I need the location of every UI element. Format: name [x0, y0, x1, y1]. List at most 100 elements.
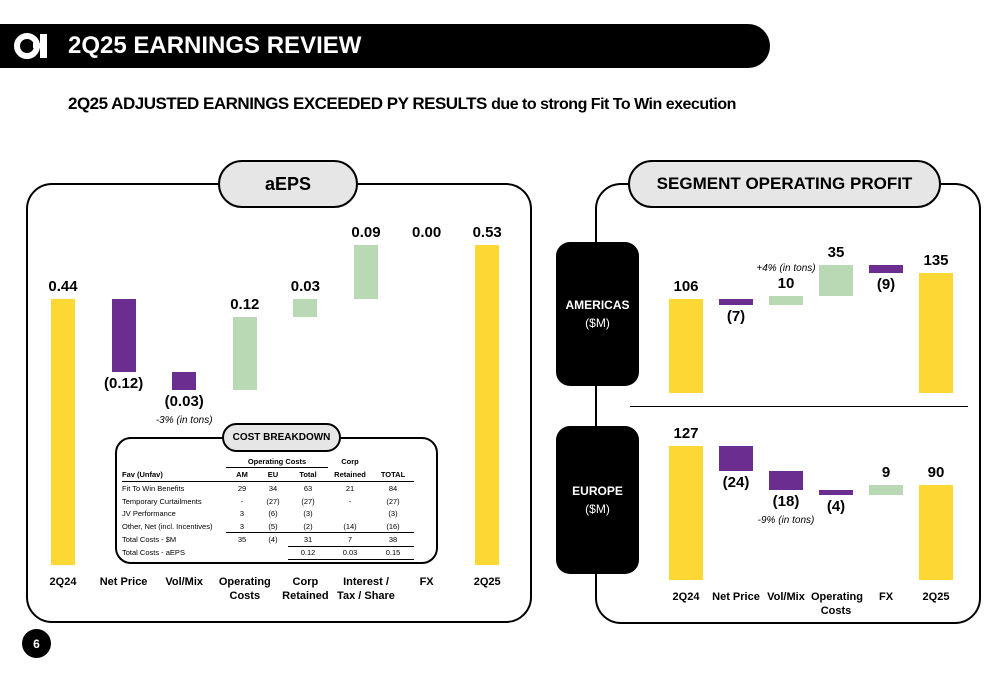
- value-label: 0.00: [411, 224, 442, 241]
- header-row: Fav (Unfav) AM EU Total Retained TOTAL: [122, 467, 414, 482]
- value-label: 135: [923, 252, 949, 269]
- bar: [232, 317, 257, 390]
- value-label: (9): [876, 276, 896, 293]
- table-cell: 34: [268, 484, 278, 494]
- table-cell: (4): [258, 532, 288, 547]
- headline-emphasis: 2Q25 ADJUSTED EARNINGS EXCEEDED PY RESUL…: [68, 94, 487, 113]
- table-cell: (6): [268, 509, 278, 519]
- value-label: 0.53: [472, 224, 502, 241]
- table-cell: 7: [328, 532, 372, 547]
- value-label: 127: [673, 425, 699, 442]
- x-tick-label: FX: [419, 576, 434, 588]
- annotation: +4% (in tons): [756, 263, 816, 275]
- x-tick-label: Corp Retained: [282, 576, 329, 602]
- table-cell: (3): [303, 509, 313, 519]
- column-header: Total: [288, 467, 328, 482]
- row-label: Total Costs - aEPS: [122, 548, 185, 558]
- bar: [354, 245, 378, 300]
- value-label: 106: [673, 277, 699, 295]
- cost-breakdown-title: COST BREAKDOWN: [222, 423, 341, 452]
- group-header: Operating Costs: [226, 455, 328, 469]
- table-cell: 29: [237, 484, 247, 494]
- table-cell: 0.15: [372, 545, 414, 561]
- table-row: Other, Net (incl. Incentives) 3 (5) (2) (14)…: [122, 520, 414, 533]
- x-tick-label: Vol/Mix: [767, 591, 805, 603]
- table-cell: [328, 508, 372, 520]
- table-cell: [258, 546, 288, 559]
- table-cell: 3: [239, 509, 245, 519]
- bar: [293, 299, 318, 318]
- header-title: 2Q25 EARNINGS REVIEW: [68, 32, 362, 59]
- x-tick-label: FX: [878, 591, 894, 603]
- value-label: (24): [722, 474, 750, 492]
- table-cell: 84: [388, 484, 398, 494]
- table-cell: (27): [266, 496, 280, 506]
- table-row: Total Costs - aEPS 0.12 0.03 0.15: [122, 545, 414, 561]
- table-row: Fit To Win Benefits 29 34 63 21 84: [122, 481, 414, 495]
- segment-name: EUROPE: [572, 484, 623, 498]
- segment-name: AMERICAS: [565, 298, 630, 312]
- value-label: 0.44: [48, 278, 78, 296]
- bar: [819, 490, 853, 495]
- segment-label: AMERICAS ($M): [556, 242, 639, 386]
- x-tick-label: Net Price: [99, 576, 148, 588]
- bar: [919, 485, 953, 580]
- x-tick-label: Interest / Tax / Share: [337, 576, 395, 602]
- x-tick-label: 2Q24: [49, 576, 77, 588]
- bar: [919, 273, 953, 393]
- column-header: Fav (Unfav): [122, 467, 226, 482]
- x-tick-label: Operating Costs: [218, 576, 271, 602]
- page-number: 6: [22, 629, 51, 658]
- x-tick-label: Vol/Mix: [165, 576, 204, 588]
- value-label: 0.12: [230, 296, 260, 314]
- row-label: Fit To Win Benefits: [122, 483, 185, 493]
- x-tick-label: Net Price: [712, 591, 760, 603]
- row-label: Other, Net (incl. Incentives): [122, 521, 213, 531]
- table-row: Total Costs - $M 35 (4) 31 7 38: [122, 532, 414, 547]
- table-row: Temporary Curtailments - (27) (27) - (27): [122, 495, 414, 507]
- header-bar: [0, 24, 770, 68]
- headline: 2Q25 ADJUSTED EARNINGS EXCEEDED PY RESUL…: [68, 93, 736, 116]
- table-row: JV Performance 3 (6) (3) (3): [122, 508, 414, 520]
- column-header: AM: [226, 467, 258, 482]
- segment-label: EUROPE ($M): [556, 426, 639, 574]
- table-cell: 0.03: [328, 545, 372, 561]
- table-cell: [226, 546, 258, 559]
- annotation: -9% (in tons): [757, 515, 815, 527]
- bar: [669, 446, 703, 580]
- x-tick-label: Operating Costs: [811, 591, 863, 617]
- bar: [172, 371, 197, 390]
- table-cell: 3: [239, 521, 245, 531]
- value-label: 90: [927, 464, 945, 482]
- group-header-row: Operating Costs Corp: [122, 455, 414, 469]
- headline-text: due to strong Fit To Win execution: [491, 96, 736, 113]
- bar: [51, 299, 75, 565]
- row-label: JV Performance: [122, 509, 176, 519]
- group-header: Corp: [341, 456, 359, 466]
- bar: [869, 485, 903, 495]
- bar: [769, 296, 803, 305]
- value-label: (0.03): [164, 392, 204, 410]
- value-label: 0.03: [290, 278, 320, 296]
- column-header: TOTAL: [372, 467, 414, 482]
- table-cell: 38: [372, 532, 414, 547]
- value-label: 10: [777, 275, 795, 293]
- value-label: 35: [827, 244, 845, 261]
- x-tick-label: 2Q25: [473, 576, 501, 588]
- table-cell: 0.12: [288, 545, 328, 561]
- table-cell: -: [240, 496, 244, 506]
- bar: [769, 471, 803, 491]
- value-label: (18): [772, 493, 800, 511]
- table-cell: (16): [386, 521, 400, 531]
- bar: [819, 265, 853, 297]
- value-label: 0.09: [351, 224, 381, 241]
- column-header: EU: [258, 467, 288, 482]
- table-cell: (14): [343, 521, 357, 531]
- table-cell: (5): [268, 521, 278, 531]
- table-cell: (27): [301, 496, 315, 506]
- table-cell: 31: [288, 532, 328, 547]
- annotation: -3% (in tons): [155, 414, 213, 426]
- divider: [630, 406, 968, 407]
- bar: [475, 245, 500, 565]
